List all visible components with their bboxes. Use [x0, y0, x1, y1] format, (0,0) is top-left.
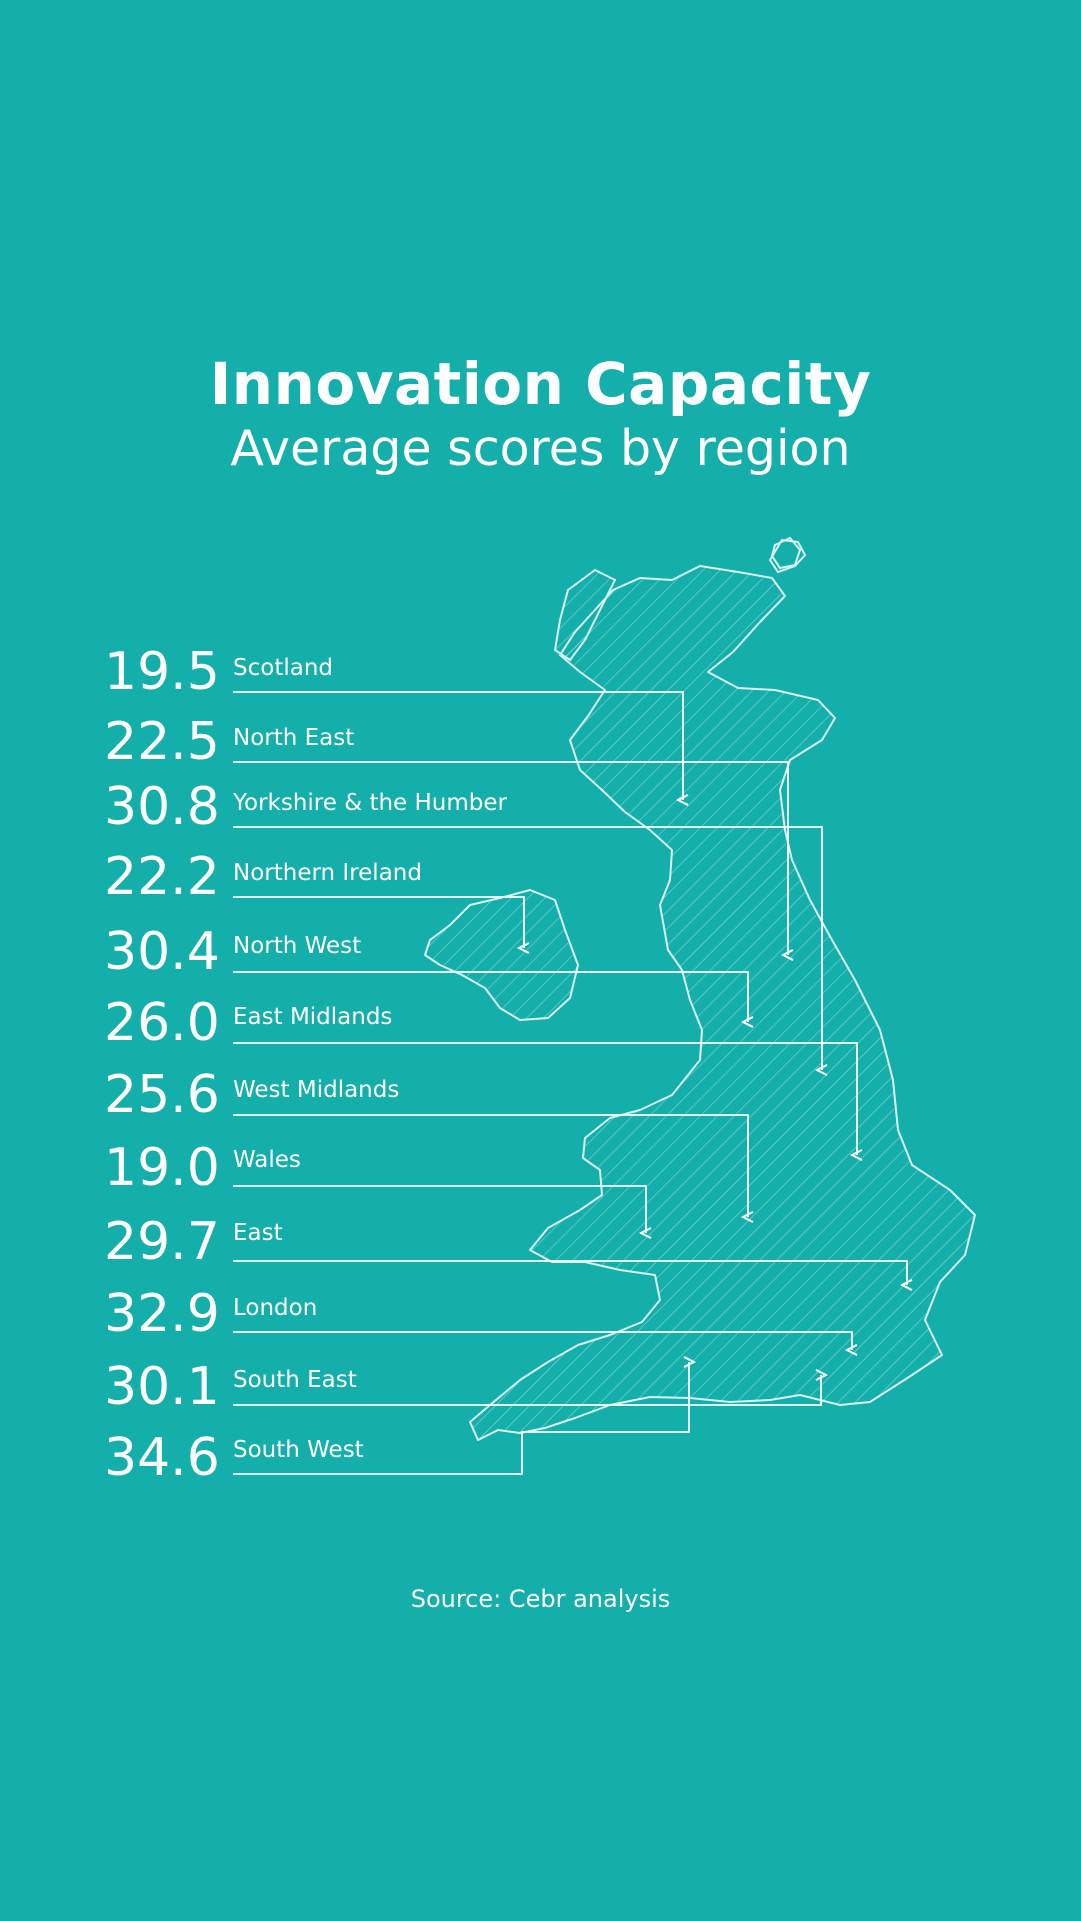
region-value: 25.6 — [104, 1065, 220, 1125]
region-label: South East — [233, 1367, 357, 1393]
page-title: Innovation Capacity — [209, 350, 872, 418]
region-row-east-midlands: 26.0 East Midlands — [0, 993, 1000, 1053]
region-row-london: 32.9 London — [0, 1284, 1000, 1344]
region-row-yorkshire: 30.8 Yorkshire & the Humber — [0, 777, 1000, 837]
shetland-shape — [768, 538, 807, 574]
region-row-wales: 19.0 Wales — [0, 1138, 1000, 1198]
hebrides-shape — [553, 568, 617, 662]
source-note: Source: Cebr analysis — [410, 1585, 671, 1613]
region-value: 30.1 — [104, 1357, 220, 1417]
region-value: 19.5 — [104, 642, 220, 702]
region-row-north-west: 30.4 North West — [0, 922, 1000, 982]
region-row-south-west: 34.6 South West — [0, 1428, 1000, 1488]
region-value: 30.4 — [104, 922, 220, 982]
region-row-west-midlands: 25.6 West Midlands — [0, 1065, 1000, 1125]
region-value: 22.2 — [104, 847, 220, 907]
region-row-east: 29.7 East — [0, 1212, 1000, 1272]
region-row-scotland: 19.5 Scotland — [0, 642, 1000, 702]
connector-wales — [233, 1185, 646, 1233]
region-label: Scotland — [233, 655, 333, 681]
connector-south-west — [233, 1362, 689, 1475]
region-value: 30.8 — [104, 777, 220, 837]
connector-south-east — [233, 1375, 821, 1406]
page-subtitle: Average scores by region — [230, 420, 851, 477]
region-label: East Midlands — [233, 1004, 393, 1030]
connector-north-west — [233, 971, 748, 1022]
region-label: East — [233, 1220, 283, 1246]
region-row-northern-ireland: 22.2 Northern Ireland — [0, 847, 1000, 907]
region-row-north-east: 22.5 North East — [0, 712, 1000, 772]
region-value: 19.0 — [104, 1138, 220, 1198]
connector-northern-ireland — [233, 896, 524, 948]
connector-east-midlands — [233, 1042, 857, 1155]
region-label: North West — [233, 933, 362, 959]
region-label: South West — [233, 1437, 364, 1463]
connector-scotland — [233, 691, 683, 800]
region-value: 34.6 — [104, 1428, 220, 1488]
connector-north-east — [233, 761, 788, 955]
region-value: 22.5 — [104, 712, 220, 772]
region-label: London — [233, 1295, 318, 1321]
region-value: 26.0 — [104, 993, 220, 1053]
region-label: Northern Ireland — [233, 860, 422, 886]
connector-east — [233, 1260, 907, 1285]
connector-west-midlands — [233, 1114, 748, 1217]
region-value: 32.9 — [104, 1284, 220, 1344]
connector-london — [233, 1331, 852, 1350]
region-label: North East — [233, 725, 355, 751]
region-label: West Midlands — [233, 1077, 400, 1103]
region-label: Yorkshire & the Humber — [233, 790, 507, 816]
region-row-south-east: 30.1 South East — [0, 1357, 1000, 1417]
region-label: Wales — [233, 1147, 301, 1173]
northern-ireland-shape — [424, 889, 579, 1021]
connector-lines — [233, 691, 907, 1475]
region-value: 29.7 — [104, 1212, 220, 1272]
great-britain-shape — [469, 565, 976, 1441]
connector-yorkshire — [233, 826, 822, 1070]
